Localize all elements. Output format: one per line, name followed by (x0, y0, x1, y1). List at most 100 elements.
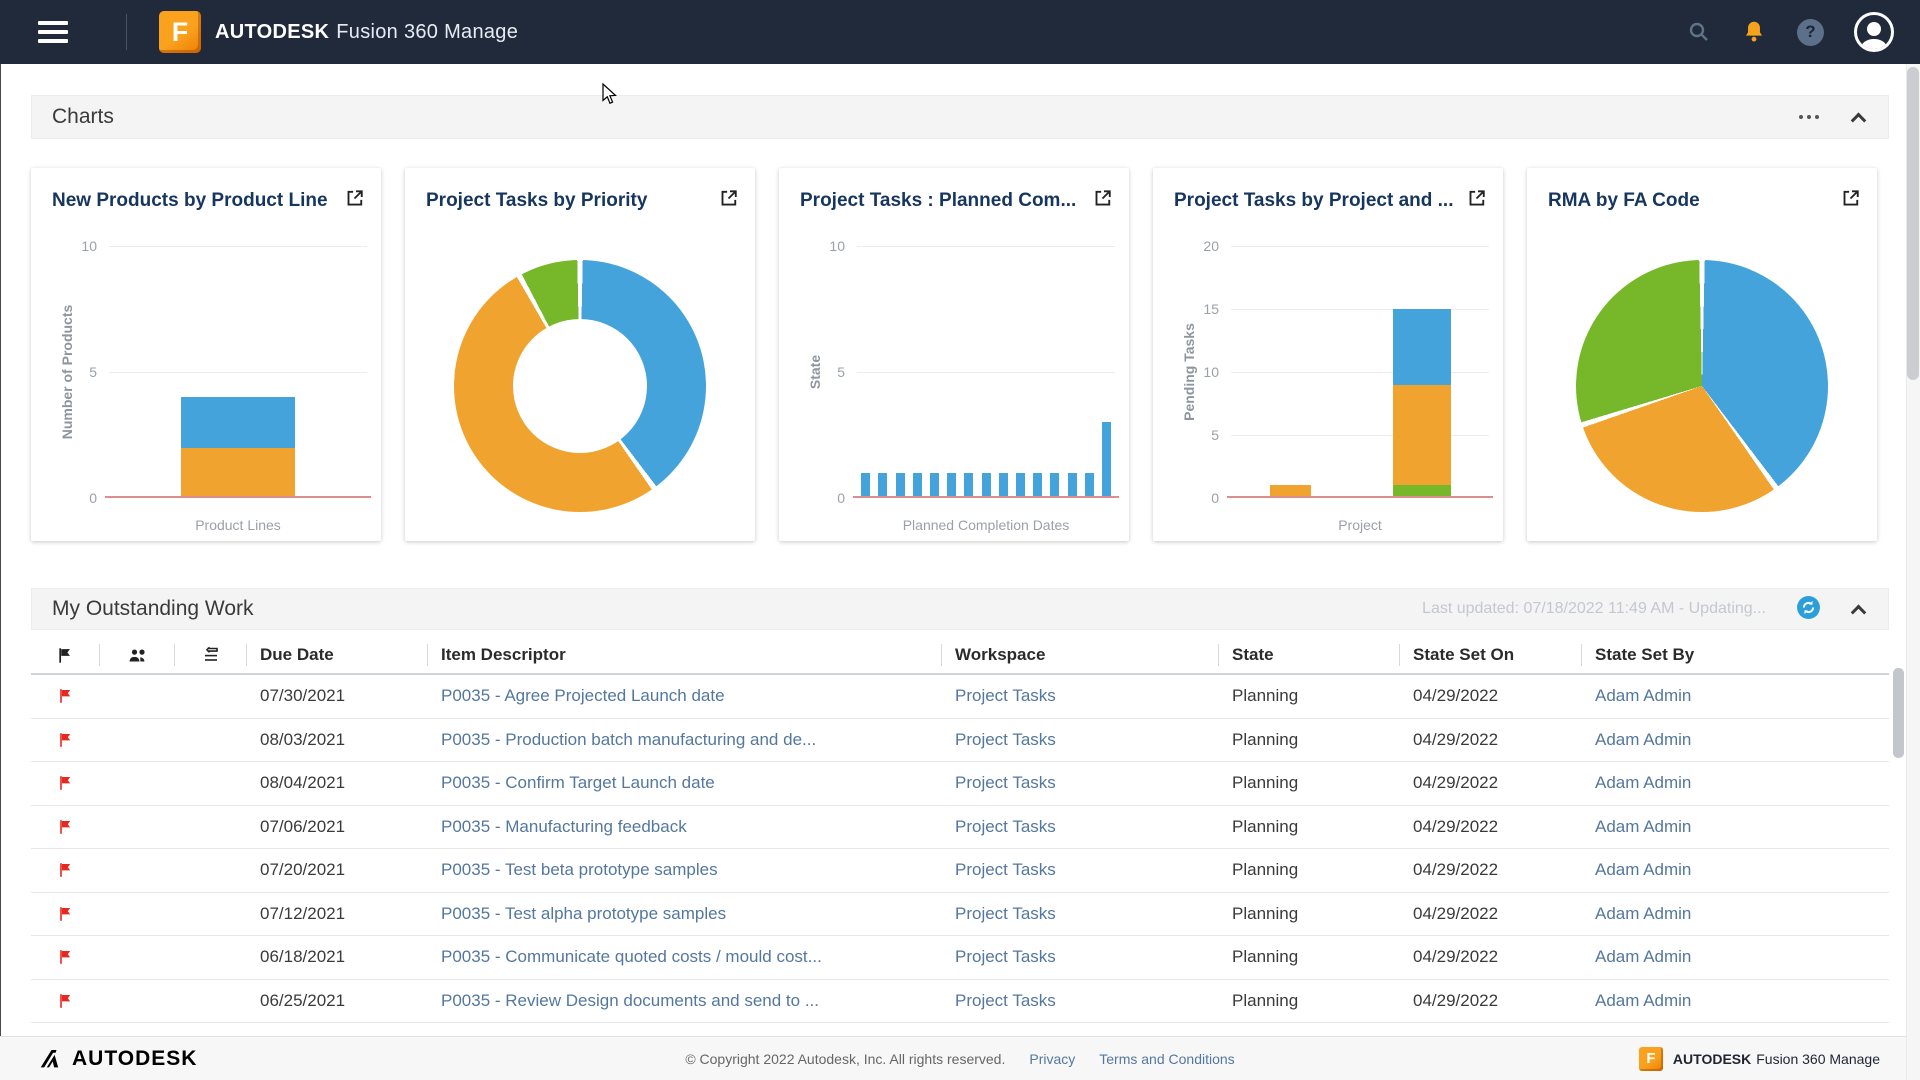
state-cell: Planning (1232, 729, 1299, 749)
column-flag[interactable] (31, 637, 100, 673)
table-row[interactable]: 07/12/2021 P0035 - Test alpha prototype … (31, 893, 1889, 936)
open-chart-icon[interactable] (345, 188, 365, 211)
flag-icon[interactable] (58, 688, 74, 704)
y-axis-label: Number of Products (59, 304, 75, 440)
state-set-by-link[interactable]: Adam Admin (1595, 773, 1692, 793)
more-options-icon[interactable] (1797, 115, 1821, 119)
state-set-by-link[interactable]: Adam Admin (1595, 686, 1692, 706)
flag-icon[interactable] (58, 949, 74, 965)
milestones-cell (175, 980, 247, 1023)
collapse-outstanding-icon[interactable] (1849, 600, 1868, 620)
flag-icon[interactable] (58, 906, 74, 922)
help-icon[interactable]: ? (1797, 18, 1824, 46)
flag-icon[interactable] (58, 993, 74, 1009)
state-set-on-cell: 04/29/2022 (1413, 686, 1499, 706)
hamburger-menu-icon[interactable] (38, 21, 68, 43)
due-date-cell: 06/25/2021 (260, 990, 346, 1010)
flag-icon[interactable] (58, 862, 74, 878)
chart-title: RMA by FA Code (1548, 190, 1700, 211)
item-descriptor-link[interactable]: P0035 - Communicate quoted costs / mould… (441, 947, 822, 967)
y-axis-label: Pending Tasks (1181, 323, 1197, 421)
column-milestones[interactable] (175, 637, 247, 673)
state-set-by-link[interactable]: Adam Admin (1595, 990, 1692, 1010)
item-descriptor-link[interactable]: P0035 - Agree Projected Launch date (441, 686, 725, 706)
table-row[interactable]: 07/06/2021 P0035 - Manufacturing feedbac… (31, 806, 1889, 849)
app-brand[interactable]: F AUTODESK Fusion 360 Manage (159, 11, 518, 53)
item-descriptor-link[interactable]: P0035 - Confirm Target Launch date (441, 773, 715, 793)
due-date-cell: 06/18/2021 (260, 947, 346, 967)
item-descriptor-link[interactable]: P0035 - Review Design documents and send… (441, 990, 819, 1010)
terms-link[interactable]: Terms and Conditions (1099, 1050, 1235, 1067)
state-set-on-cell: 04/29/2022 (1413, 990, 1499, 1010)
collapse-charts-icon[interactable] (1849, 108, 1868, 128)
flag-icon[interactable] (58, 819, 74, 835)
workspace-link[interactable]: Project Tasks (955, 947, 1056, 967)
state-set-by-link[interactable]: Adam Admin (1595, 729, 1692, 749)
chart-title: Project Tasks by Project and ... (1174, 190, 1454, 211)
flag-icon[interactable] (58, 775, 74, 791)
copyright-text: © Copyright 2022 Autodesk, Inc. All righ… (685, 1050, 1006, 1067)
page-scrollbar-thumb[interactable] (1907, 67, 1919, 380)
open-chart-icon[interactable] (1093, 188, 1113, 211)
state-set-by-link[interactable]: Adam Admin (1595, 860, 1692, 880)
column-due-date[interactable]: Due Date (247, 637, 428, 673)
milestones-cell (175, 675, 247, 718)
state-set-by-link[interactable]: Adam Admin (1595, 816, 1692, 836)
state-set-on-cell: 04/29/2022 (1413, 816, 1499, 836)
column-state[interactable]: State (1219, 637, 1400, 673)
due-date-cell: 08/03/2021 (260, 729, 346, 749)
table-row[interactable]: 06/25/2021 P0035 - Review Design documen… (31, 980, 1889, 1023)
column-state-set-by[interactable]: State Set By (1595, 645, 1695, 664)
refresh-icon[interactable] (1796, 595, 1821, 623)
column-workspace[interactable]: Workspace (942, 637, 1219, 673)
milestones-cell (175, 849, 247, 892)
item-descriptor-link[interactable]: P0035 - Production batch manufacturing a… (441, 729, 817, 749)
due-date-cell: 07/06/2021 (260, 816, 346, 836)
item-descriptor-link[interactable]: P0035 - Manufacturing feedback (441, 816, 687, 836)
table-row[interactable]: 08/03/2021 P0035 - Production batch manu… (31, 719, 1889, 762)
state-cell: Planning (1232, 990, 1299, 1010)
chart-title: New Products by Product Line (52, 190, 328, 211)
workspace-link[interactable]: Project Tasks (955, 903, 1056, 923)
fusion-logo-icon: F (159, 11, 201, 53)
stacked-bar-chart: 0 5 10 15 20 (1203, 238, 1493, 506)
open-chart-icon[interactable] (1841, 188, 1861, 211)
chart-card-tasks-by-priority: Project Tasks by Priority (405, 168, 755, 541)
table-row[interactable]: 06/18/2021 P0035 - Communicate quoted co… (31, 936, 1889, 980)
state-set-by-link[interactable]: Adam Admin (1595, 903, 1692, 923)
notification-bell-icon[interactable] (1741, 19, 1767, 45)
workspace-link[interactable]: Project Tasks (955, 773, 1056, 793)
x-axis-label: Project (1338, 517, 1382, 533)
item-descriptor-link[interactable]: P0035 - Test alpha prototype samples (441, 903, 727, 923)
autodesk-logo: AUTODESK (40, 1047, 197, 1071)
column-state-set-on[interactable]: State Set On (1400, 637, 1582, 673)
app-title: AUTODESK Fusion 360 Manage (215, 20, 519, 43)
state-cell: Planning (1232, 903, 1299, 923)
top-navbar: F AUTODESK Fusion 360 Manage ? (0, 0, 1920, 64)
workspace-link[interactable]: Project Tasks (955, 990, 1056, 1010)
x-axis-label: Product Lines (195, 517, 281, 533)
privacy-link[interactable]: Privacy (1029, 1050, 1076, 1067)
table-scrollbar-thumb[interactable] (1893, 668, 1904, 758)
item-descriptor-link[interactable]: P0035 - Test beta prototype samples (441, 860, 718, 880)
open-chart-icon[interactable] (719, 188, 739, 211)
search-icon[interactable] (1687, 20, 1711, 44)
open-chart-icon[interactable] (1467, 188, 1487, 211)
column-item-descriptor[interactable]: Item Descriptor (428, 637, 942, 673)
table-row[interactable]: 07/20/2021 P0035 - Test beta prototype s… (31, 849, 1889, 893)
column-assigned-users[interactable] (100, 637, 175, 673)
user-avatar-icon[interactable] (1854, 12, 1894, 52)
page-footer: AUTODESK © Copyright 2022 Autodesk, Inc.… (0, 1036, 1920, 1080)
state-cell: Planning (1232, 773, 1299, 793)
state-set-by-link[interactable]: Adam Admin (1595, 947, 1692, 967)
table-row[interactable]: 08/04/2021 P0035 - Confirm Target Launch… (31, 762, 1889, 806)
workspace-link[interactable]: Project Tasks (955, 729, 1056, 749)
assignees-cell (100, 893, 175, 936)
workspace-link[interactable]: Project Tasks (955, 860, 1056, 880)
pie-chart (1576, 260, 1828, 512)
workspace-link[interactable]: Project Tasks (955, 686, 1056, 706)
workspace-link[interactable]: Project Tasks (955, 816, 1056, 836)
table-row[interactable]: 07/30/2021 P0035 - Agree Projected Launc… (31, 675, 1889, 719)
navbar-divider (126, 14, 127, 50)
flag-icon[interactable] (58, 732, 74, 748)
